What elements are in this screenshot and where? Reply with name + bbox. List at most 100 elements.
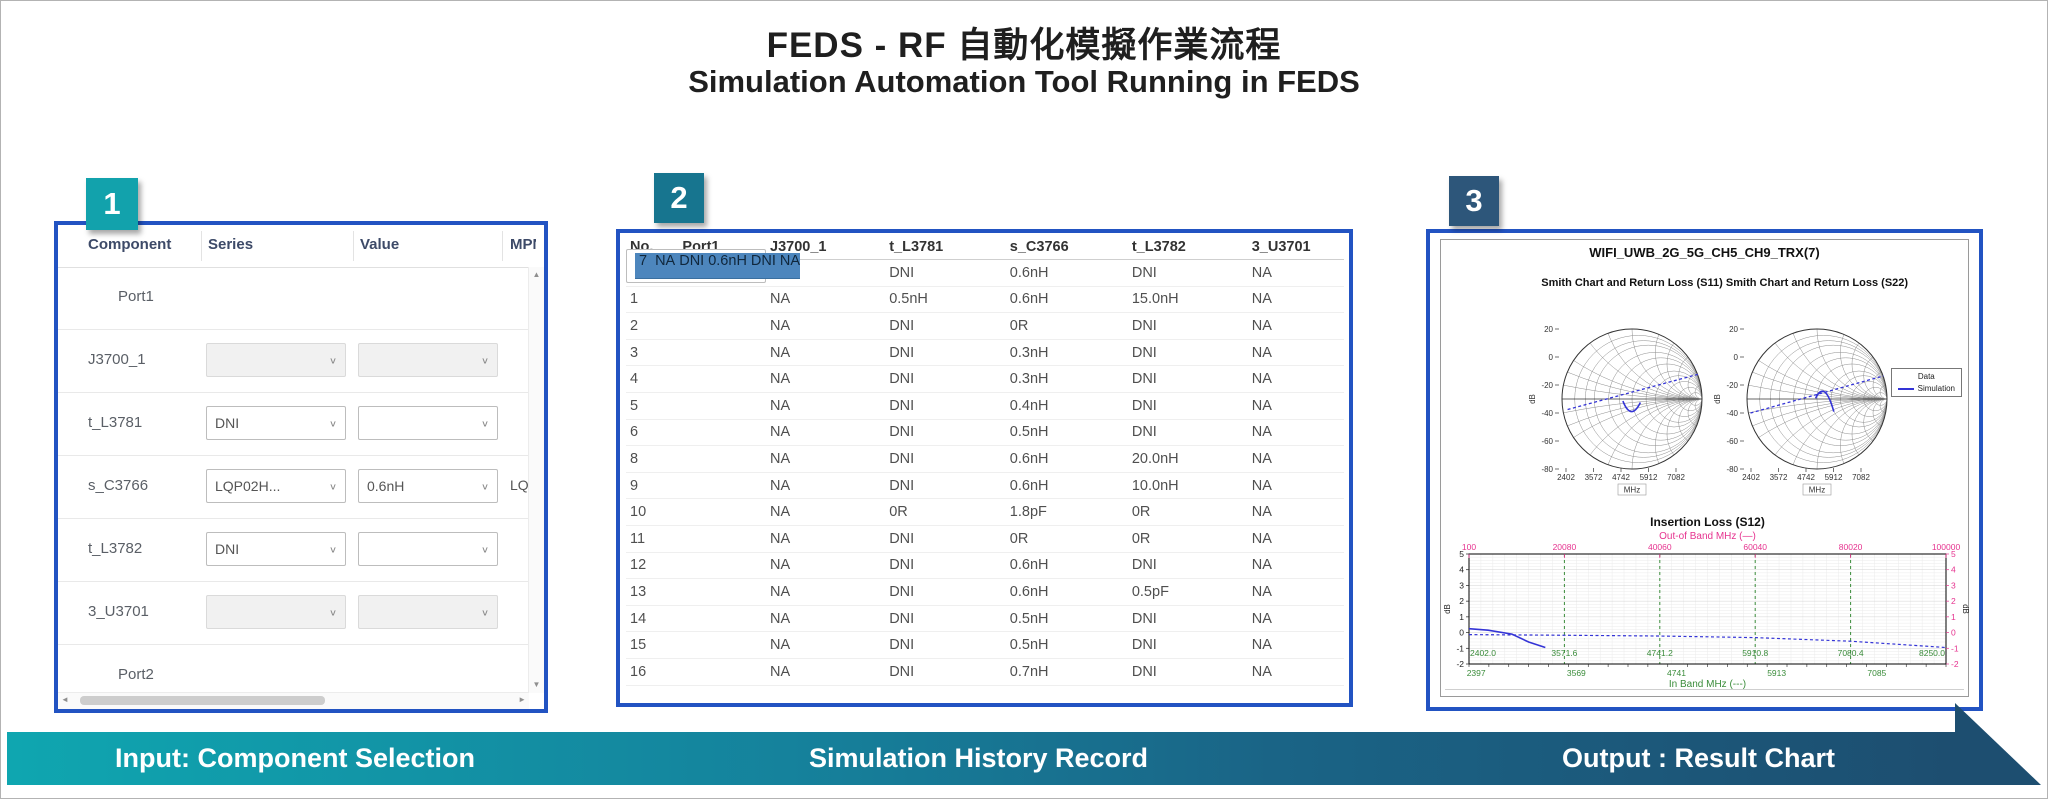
history-cell: DNI: [1127, 392, 1248, 420]
svg-text:-40: -40: [1726, 409, 1738, 418]
history-row[interactable]: 2 NA DNI 0R DNI NA: [626, 312, 1344, 340]
component-row: t_L3782 DNI ∨ ∨: [58, 519, 529, 582]
vertical-scrollbar[interactable]: ▲ ▼: [528, 267, 544, 693]
history-cell: 3: [626, 339, 679, 367]
history-cell: NA: [1247, 312, 1344, 340]
chart-legend: Data Simulation: [1890, 368, 1962, 397]
series-select[interactable]: DNI ∨: [206, 406, 346, 440]
history-cell: [678, 658, 766, 686]
scrollbar-thumb[interactable]: [80, 696, 325, 705]
history-row[interactable]: 10 NA 0R 1.8pF 0R NA: [626, 498, 1344, 526]
history-cell: 0.5nH: [1005, 631, 1128, 659]
svg-text:5912: 5912: [1640, 473, 1658, 482]
svg-text:3: 3: [1951, 580, 1956, 590]
svg-text:dB: dB: [1528, 394, 1537, 404]
scroll-down-icon[interactable]: ▼: [532, 680, 541, 689]
history-cell: NA: [766, 525, 886, 553]
svg-text:0: 0: [1951, 628, 1956, 638]
svg-text:2402: 2402: [1557, 473, 1575, 482]
history-cell: DNI: [1127, 312, 1248, 340]
series-select: ∨: [206, 595, 346, 629]
header-divider: [201, 231, 202, 261]
history-row[interactable]: 12 NA DNI 0.6nH DNI NA: [626, 552, 1344, 580]
history-cell: NA: [766, 552, 886, 580]
history-cell: 0.5nH: [885, 286, 1006, 314]
history-cell: [678, 446, 766, 473]
mpn-value: LQP02H: [510, 477, 529, 493]
caption-output: Output : Result Chart: [1562, 743, 1835, 773]
history-cell: DNI: [885, 392, 1006, 420]
history-row[interactable]: 4 NA DNI 0.3nH DNI NA: [626, 365, 1344, 393]
history-cell: [678, 605, 766, 633]
value-select-value: 0.6nH: [367, 478, 405, 494]
history-cell: 0.6nH: [1005, 259, 1128, 287]
history-row[interactable]: 15 NA DNI 0.5nH DNI NA: [626, 631, 1344, 659]
history-cell: 0.5nH: [1005, 419, 1128, 447]
svg-text:3: 3: [1459, 580, 1464, 590]
component-name: 3_U3701: [88, 603, 149, 620]
history-cell: DNI: [885, 259, 1006, 287]
step-3-badge: 3: [1449, 176, 1499, 226]
history-cell: NA: [1247, 446, 1344, 473]
series-select-value: LQP02H...: [215, 478, 281, 494]
history-cell: DNI: [885, 552, 1006, 580]
history-row[interactable]: 3 NA DNI 0.3nH DNI NA: [626, 339, 1344, 367]
result-chart-panel: WIFI_UWB_2G_5G_CH5_CH9_TRX(7) Smith Char…: [1426, 229, 1983, 711]
history-cell: NA: [775, 252, 801, 280]
svg-text:3572: 3572: [1770, 473, 1788, 482]
svg-text:2: 2: [1459, 596, 1464, 606]
svg-text:8250.0: 8250.0: [1919, 648, 1945, 658]
history-row[interactable]: 14 NA DNI 0.5nH DNI NA: [626, 605, 1344, 633]
history-cell: NA: [766, 578, 886, 606]
caption-history: Simulation History Record: [808, 743, 1149, 773]
history-row[interactable]: 8 NA DNI 0.6nH 20.0nH NA: [626, 446, 1344, 473]
value-select[interactable]: 0.6nH ∨: [358, 469, 498, 503]
svg-text:7080.4: 7080.4: [1838, 648, 1864, 658]
history-column-header: 3_U3701: [1247, 236, 1344, 260]
component-selection-panel: Component Series Value MPN Port1 J3700_1 ∨…: [54, 221, 548, 713]
history-row[interactable]: 16 NA DNI 0.7nH DNI NA: [626, 658, 1344, 686]
column-header-mpn: MPN: [510, 236, 536, 253]
value-select[interactable]: ∨: [358, 532, 498, 566]
series-select-value: DNI: [215, 541, 240, 557]
svg-text:60040: 60040: [1743, 542, 1767, 552]
history-row[interactable]: 13 NA DNI 0.6nH 0.5pF NA: [626, 578, 1344, 606]
history-row[interactable]: 11 NA DNI 0R 0R NA: [626, 525, 1344, 553]
svg-text:2397: 2397: [1467, 668, 1486, 678]
svg-text:20080: 20080: [1553, 542, 1577, 552]
value-select[interactable]: ∨: [358, 406, 498, 440]
horizontal-scrollbar[interactable]: ◄ ►: [58, 692, 529, 709]
history-row[interactable]: 6 NA DNI 0.5nH DNI NA: [626, 419, 1344, 447]
svg-text:Smith Chart and Return Loss (S: Smith Chart and Return Loss (S11): [1541, 277, 1723, 289]
history-cell: NA: [766, 419, 886, 447]
chevron-down-icon: ∨: [480, 481, 489, 492]
svg-text:4: 4: [1951, 565, 1956, 575]
svg-text:MHz: MHz: [1809, 486, 1825, 495]
scroll-up-icon[interactable]: ▲: [532, 270, 541, 279]
history-cell: 0.3nH: [1005, 365, 1128, 393]
history-cell: 0R: [1127, 498, 1248, 526]
history-row[interactable]: 7 NA DNI 0.6nH DNI NA: [626, 249, 801, 283]
caption-input: Input: Component Selection: [115, 743, 475, 773]
history-cell: 10.0nH: [1127, 472, 1248, 500]
history-row[interactable]: 5 NA DNI 0.4nH DNI NA: [626, 392, 1344, 420]
history-cell: NA: [1247, 286, 1344, 314]
svg-text:dB: dB: [1713, 394, 1722, 404]
history-cell: NA: [766, 472, 886, 500]
series-select: ∨: [206, 343, 346, 377]
svg-text:3569: 3569: [1567, 668, 1586, 678]
scroll-left-icon[interactable]: ◄: [61, 695, 69, 704]
history-cell: 2: [626, 312, 679, 340]
svg-text:0: 0: [1734, 353, 1739, 362]
history-table: No. Port1 J3700_1 t_L3781 s_C3766 t_L3782 3_U3…: [626, 236, 1344, 686]
svg-text:5913: 5913: [1767, 668, 1786, 678]
smith-charts: Smith Chart and Return Loss (S11) 20 0 -20 -…: [1528, 277, 1908, 496]
history-row[interactable]: 1 NA 0.5nH 0.6nH 15.0nH NA: [626, 286, 1344, 314]
scroll-right-icon[interactable]: ►: [518, 695, 526, 704]
history-row[interactable]: 9 NA DNI 0.6nH 10.0nH NA: [626, 472, 1344, 500]
history-cell: 0.6nH: [1005, 472, 1128, 500]
series-select[interactable]: LQP02H... ∨: [206, 469, 346, 503]
series-select[interactable]: DNI ∨: [206, 532, 346, 566]
svg-text:20: 20: [1729, 325, 1738, 334]
